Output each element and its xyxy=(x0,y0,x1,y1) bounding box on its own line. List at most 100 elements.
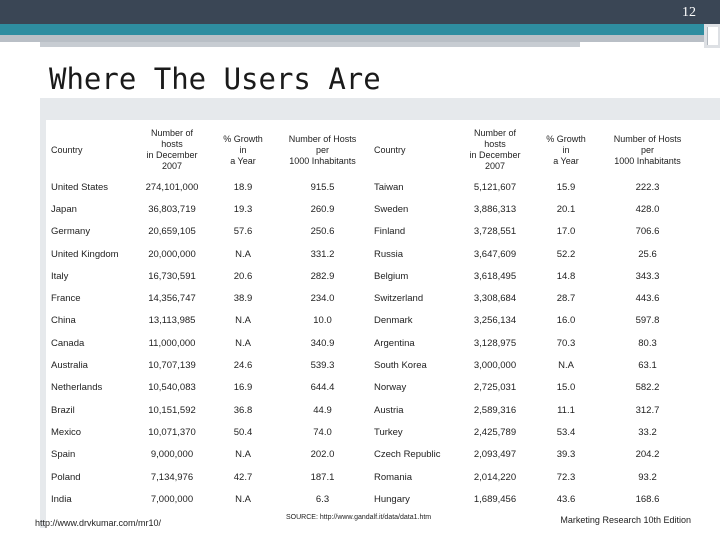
right-cell-growth: 17.0 xyxy=(556,226,576,238)
right-cell-hosts: 2,093,497 xyxy=(473,449,517,461)
table-row: United States 274,101,000 18.9 915.5 Taiwan 5… xyxy=(48,176,698,198)
right-cell-growth: 28.7 xyxy=(556,293,576,305)
right-cell-country: Turkey xyxy=(374,426,403,438)
table-row: Spain 9,000,000 N.A 202.0 Czech Republic 2,09… xyxy=(48,444,698,466)
right-cell-per-1000: 63.1 xyxy=(638,360,657,372)
left-cell-hosts: 13,113,985 xyxy=(148,315,196,327)
left-cell-country: Netherlands xyxy=(51,382,103,394)
right-cell-per-1000: 25.6 xyxy=(638,248,657,260)
table-row: Australia 10,707,139 24.6 539.3 South Korea 3… xyxy=(48,354,698,376)
right-cell-hosts: 3,618,495 xyxy=(473,270,517,282)
right-cell-per-1000: 582.2 xyxy=(635,382,660,394)
right-cell-per-1000: 168.6 xyxy=(635,493,660,505)
right-cell-country: Romania xyxy=(374,471,413,483)
left-cell-per-1000: 331.2 xyxy=(310,248,335,260)
right-cell-hosts: 2,014,220 xyxy=(473,471,517,483)
left-cell-country: China xyxy=(51,315,76,327)
left-cell-growth: 19.3 xyxy=(233,203,253,215)
right-cell-hosts: 3,886,313 xyxy=(473,203,517,215)
table-row: United Kingdom 20,000,000 N.A 331.2 Russia 3,… xyxy=(48,243,698,265)
left-cell-growth: N.A xyxy=(235,337,251,349)
right-cell-country: South Korea xyxy=(374,360,427,372)
column-header-growth: % Growth in a Year xyxy=(546,133,586,166)
table-row: India 7,000,000 N.A 6.3 Hungary 1,689,456 43.6… xyxy=(48,488,698,510)
left-cell-hosts: 7,000,000 xyxy=(150,493,194,505)
right-cell-hosts: 1,689,456 xyxy=(473,493,517,505)
slide-title: Where The Users Are xyxy=(49,62,381,96)
right-cell-hosts: 3,647,609 xyxy=(473,248,517,260)
right-cell-per-1000: 204.2 xyxy=(635,449,660,461)
table-header-row: Country Number of hosts in December 2007… xyxy=(48,124,698,176)
left-cell-hosts: 274,101,000 xyxy=(145,181,199,193)
title-underline-band xyxy=(40,98,720,120)
right-cell-growth: 15.0 xyxy=(556,382,576,394)
page-number: 12 xyxy=(682,5,696,20)
left-cell-country: Mexico xyxy=(51,426,82,438)
left-cell-hosts: 10,707,139 xyxy=(148,360,196,372)
right-cell-country: Denmark xyxy=(374,315,413,327)
footer-credit: Marketing Research 10th Edition xyxy=(560,515,691,525)
right-cell-country: Taiwan xyxy=(374,181,404,193)
left-cell-per-1000: 340.9 xyxy=(310,337,335,349)
left-cell-per-1000: 539.3 xyxy=(310,360,335,372)
left-cell-growth: N.A xyxy=(235,449,251,461)
left-cell-per-1000: 187.1 xyxy=(310,471,335,483)
right-cell-hosts: 2,725,031 xyxy=(473,382,517,394)
column-header-per-1000: Number of Hosts per 1000 Inhabitants xyxy=(613,133,682,166)
left-cell-growth: N.A xyxy=(235,248,251,260)
right-cell-per-1000: 80.3 xyxy=(638,337,657,349)
left-cell-per-1000: 260.9 xyxy=(310,203,335,215)
corner-decoration-inner xyxy=(707,27,718,45)
right-cell-hosts: 2,589,316 xyxy=(473,404,517,416)
right-cell-country: Finland xyxy=(374,226,406,238)
hosts-table: Country Number of hosts in December 2007… xyxy=(48,124,698,510)
right-cell-per-1000: 312.7 xyxy=(635,404,660,416)
right-cell-hosts: 3,000,000 xyxy=(473,360,517,372)
left-cell-growth: N.A xyxy=(235,315,251,327)
right-cell-country: Switzerland xyxy=(374,293,424,305)
right-cell-growth: 11.1 xyxy=(557,404,575,416)
left-cell-per-1000: 6.3 xyxy=(315,493,330,505)
left-cell-per-1000: 915.5 xyxy=(310,181,335,193)
accent-bar xyxy=(0,24,704,35)
right-cell-per-1000: 222.3 xyxy=(635,181,660,193)
left-cell-growth: 18.9 xyxy=(233,181,253,193)
column-header-per-1000: Number of Hosts per 1000 Inhabitants xyxy=(288,133,357,166)
right-cell-country: Hungary xyxy=(374,493,410,505)
right-cell-country: Argentina xyxy=(374,337,415,349)
footer-source: SOURCE: http://www.gandalf.it/data/data1… xyxy=(286,514,432,521)
right-cell-hosts: 3,128,975 xyxy=(473,337,517,349)
right-cell-country: Sweden xyxy=(374,203,409,215)
left-cell-hosts: 20,659,105 xyxy=(148,226,196,238)
right-cell-country: Norway xyxy=(374,382,407,394)
left-cell-growth: 50.4 xyxy=(233,426,253,438)
left-cell-country: Spain xyxy=(51,449,76,461)
left-cell-country: Australia xyxy=(51,360,88,372)
left-cell-per-1000: 644.4 xyxy=(310,382,335,394)
left-cell-growth: N.A xyxy=(235,493,251,505)
column-header-country: Country xyxy=(374,144,406,155)
right-cell-growth: 14.8 xyxy=(556,270,576,282)
left-cell-hosts: 7,134,976 xyxy=(150,471,194,483)
right-cell-per-1000: 428.0 xyxy=(635,203,660,215)
right-cell-country: Russia xyxy=(374,248,404,260)
right-cell-growth: 16.0 xyxy=(556,315,576,327)
right-cell-growth: 52.2 xyxy=(556,248,576,260)
footer-url: http://www.drvkumar.com/mr10/ xyxy=(35,518,162,528)
table-row: Mexico 10,071,370 50.4 74.0 Turkey 2,425,789 5… xyxy=(48,421,698,443)
column-header-hosts: Number of hosts in December 2007 xyxy=(146,128,198,171)
left-cell-hosts: 10,540,083 xyxy=(148,382,196,394)
table-row: Italy 16,730,591 20.6 282.9 Belgium 3,618,495… xyxy=(48,265,698,287)
left-cell-per-1000: 250.6 xyxy=(310,226,335,238)
left-cell-hosts: 20,000,000 xyxy=(148,248,196,260)
left-cell-growth: 24.6 xyxy=(233,360,253,372)
left-cell-growth: 38.9 xyxy=(233,293,253,305)
left-cell-country: Canada xyxy=(51,337,85,349)
right-cell-growth: 43.6 xyxy=(556,493,576,505)
right-cell-growth: 20.1 xyxy=(556,203,576,215)
left-cell-growth: 36.8 xyxy=(233,404,253,416)
left-cell-hosts: 10,151,592 xyxy=(148,404,196,416)
left-cell-country: United States xyxy=(51,181,109,193)
right-cell-hosts: 3,308,684 xyxy=(473,293,517,305)
left-cell-hosts: 14,356,747 xyxy=(148,293,196,305)
